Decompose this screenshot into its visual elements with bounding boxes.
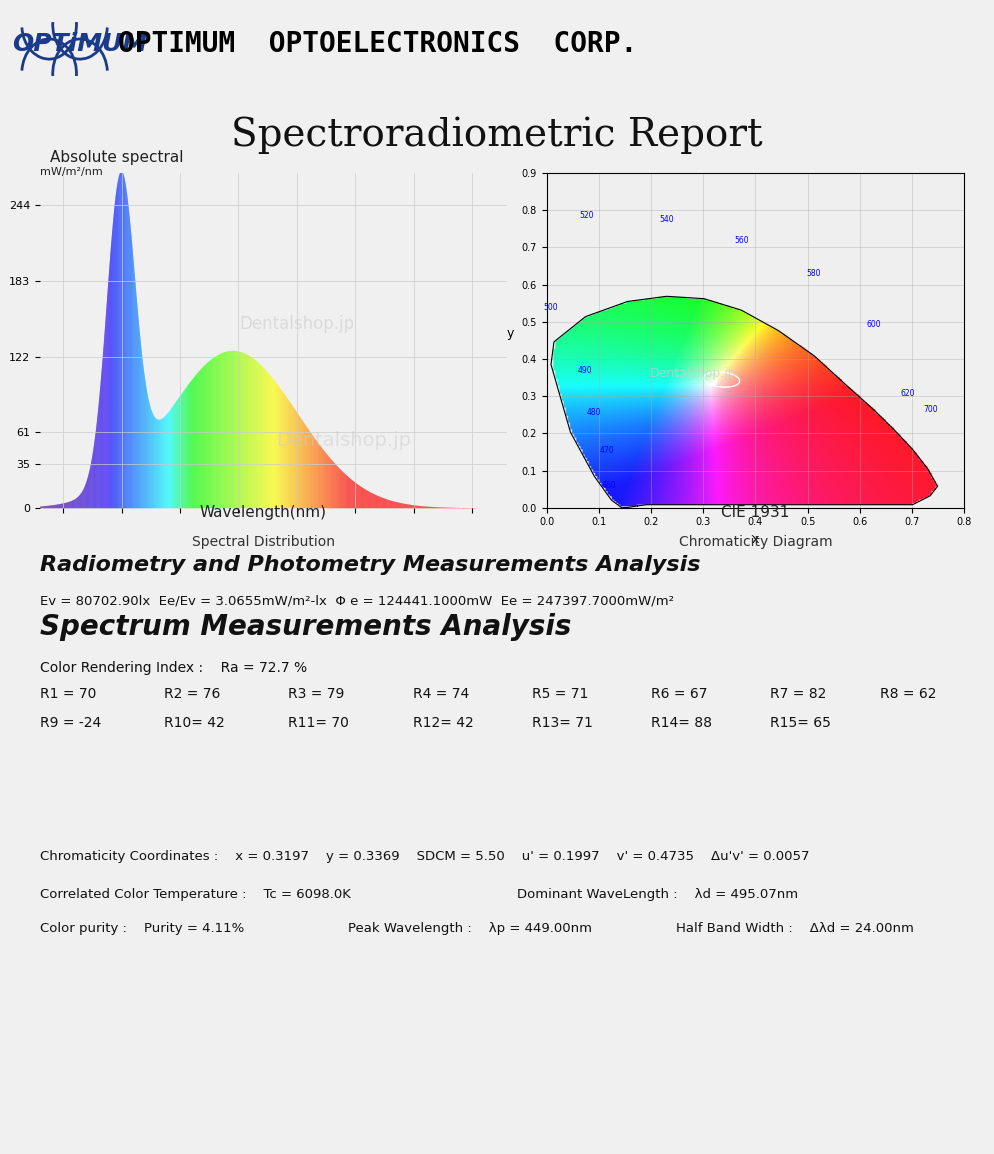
Text: 480: 480 <box>586 409 601 418</box>
Text: 470: 470 <box>599 445 614 455</box>
Text: Color Rendering Index :    Ra = 72.7 %: Color Rendering Index : Ra = 72.7 % <box>40 660 307 675</box>
Text: Spectral Distribution: Spectral Distribution <box>192 534 335 549</box>
Text: R2 = 76: R2 = 76 <box>164 687 221 702</box>
Text: Dentalshop.jp: Dentalshop.jp <box>240 315 354 332</box>
Text: 460: 460 <box>602 481 616 490</box>
Text: 600: 600 <box>867 321 882 329</box>
Text: R3 = 79: R3 = 79 <box>288 687 345 702</box>
Text: 620: 620 <box>901 389 915 398</box>
Text: Color purity :    Purity = 4.11%: Color purity : Purity = 4.11% <box>40 922 244 936</box>
Text: Chromaticity Coordinates :    x = 0.3197    y = 0.3369    SDCM = 5.50    u' = 0.: Chromaticity Coordinates : x = 0.3197 y … <box>40 849 809 863</box>
Text: 560: 560 <box>734 235 748 245</box>
Text: Dominant WaveLength :    λd = 495.07nm: Dominant WaveLength : λd = 495.07nm <box>517 887 798 901</box>
Text: Correlated Color Temperature :    Tc = 6098.0K: Correlated Color Temperature : Tc = 6098… <box>40 887 351 901</box>
Text: 500: 500 <box>544 304 559 313</box>
X-axis label: x: x <box>751 533 759 546</box>
Text: Spectroradiometric Report: Spectroradiometric Report <box>232 117 762 155</box>
Text: Dentalshop.jp: Dentalshop.jp <box>649 367 737 381</box>
Text: R9 = -24: R9 = -24 <box>40 715 101 730</box>
Text: R1 = 70: R1 = 70 <box>40 687 96 702</box>
Text: R13= 71: R13= 71 <box>532 715 592 730</box>
Text: Chromaticity Diagram: Chromaticity Diagram <box>679 534 832 549</box>
Y-axis label: y: y <box>507 328 514 340</box>
Text: Absolute spectral: Absolute spectral <box>50 150 183 165</box>
Text: Spectrum Measurements Analysis: Spectrum Measurements Analysis <box>40 613 572 640</box>
Text: Half Band Width :    Δλd = 24.00nm: Half Band Width : Δλd = 24.00nm <box>676 922 913 936</box>
Text: R11= 70: R11= 70 <box>288 715 349 730</box>
Text: 700: 700 <box>923 405 937 414</box>
Text: R6 = 67: R6 = 67 <box>651 687 708 702</box>
Text: Ev = 80702.90lx  Ee/Ev = 3.0655mW/m²-lx  Φ e = 124441.1000mW  Ee = 247397.7000mW: Ev = 80702.90lx Ee/Ev = 3.0655mW/m²-lx Φ… <box>40 594 674 608</box>
Text: R12= 42: R12= 42 <box>413 715 473 730</box>
Text: Peak Wavelength :    λp = 449.00nm: Peak Wavelength : λp = 449.00nm <box>348 922 591 936</box>
Text: Wavelength(nm): Wavelength(nm) <box>200 505 327 520</box>
Text: R5 = 71: R5 = 71 <box>532 687 588 702</box>
Text: 580: 580 <box>807 269 821 278</box>
Text: OPTiMUM: OPTiMUM <box>12 32 147 57</box>
Text: 490: 490 <box>578 366 592 375</box>
Text: R14= 88: R14= 88 <box>651 715 712 730</box>
Text: R4 = 74: R4 = 74 <box>413 687 469 702</box>
Text: CIE 1931: CIE 1931 <box>722 505 789 520</box>
Text: 540: 540 <box>659 216 674 224</box>
Text: OPTIMUM  OPTOELECTRONICS  CORP.: OPTIMUM OPTOELECTRONICS CORP. <box>118 30 637 58</box>
Text: Radiometry and Photometry Measurements Analysis: Radiometry and Photometry Measurements A… <box>40 555 700 575</box>
Text: R7 = 82: R7 = 82 <box>770 687 827 702</box>
Text: R10= 42: R10= 42 <box>164 715 225 730</box>
Text: R8 = 62: R8 = 62 <box>880 687 936 702</box>
Text: 520: 520 <box>580 211 594 219</box>
Text: mW/m²/nm: mW/m²/nm <box>40 167 102 178</box>
Text: Dentalshop.jp: Dentalshop.jp <box>276 432 411 450</box>
Text: R15= 65: R15= 65 <box>770 715 831 730</box>
